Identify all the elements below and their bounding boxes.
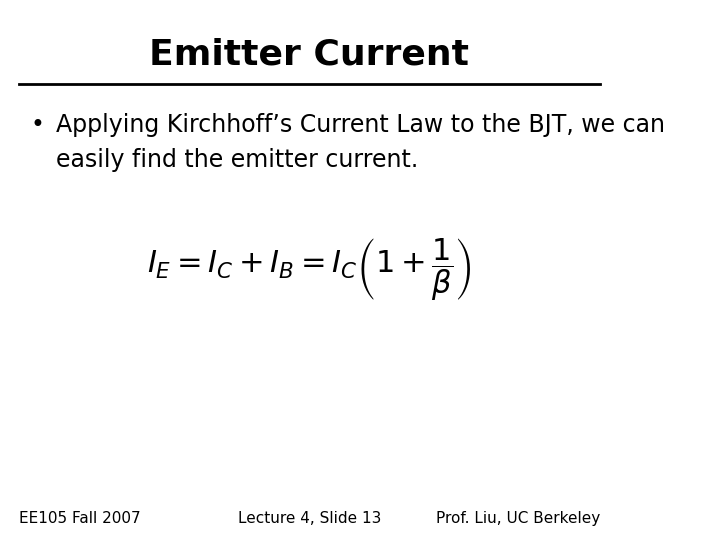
- Text: •: •: [31, 113, 45, 137]
- Text: Lecture 4, Slide 13: Lecture 4, Slide 13: [238, 511, 381, 526]
- Text: Emitter Current: Emitter Current: [149, 38, 469, 72]
- Text: easily find the emitter current.: easily find the emitter current.: [55, 148, 418, 172]
- Text: EE105 Fall 2007: EE105 Fall 2007: [19, 511, 140, 526]
- Text: $I_E = I_C + I_B = I_C\left(1 + \dfrac{1}{\beta}\right)$: $I_E = I_C + I_B = I_C\left(1 + \dfrac{1…: [148, 237, 472, 303]
- Text: Prof. Liu, UC Berkeley: Prof. Liu, UC Berkeley: [436, 511, 600, 526]
- Text: Applying Kirchhoff’s Current Law to the BJT, we can: Applying Kirchhoff’s Current Law to the …: [55, 113, 665, 137]
